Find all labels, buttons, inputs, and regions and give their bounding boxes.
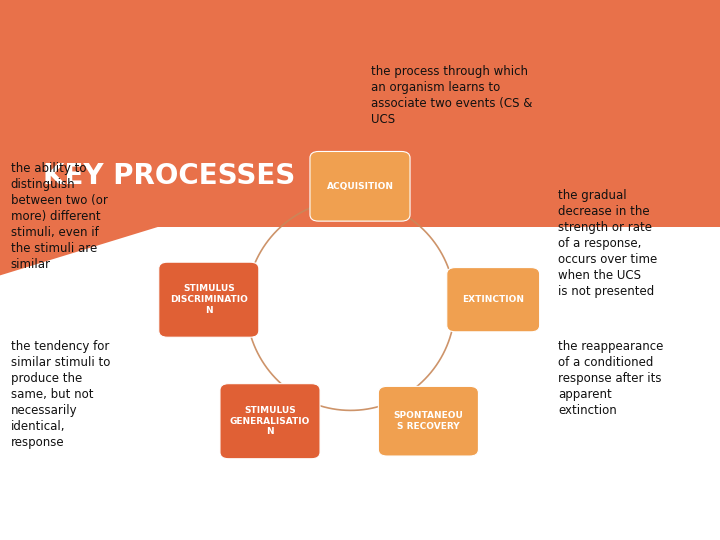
Text: the gradual
decrease in the
strength or rate
of a response,
occurs over time
whe: the gradual decrease in the strength or … (558, 189, 657, 298)
Text: KEY PROCESSES: KEY PROCESSES (43, 161, 295, 190)
Text: the tendency for
similar stimuli to
produce the
same, but not
necessarily
identi: the tendency for similar stimuli to prod… (11, 340, 110, 449)
Text: SPONTANEOU
S RECOVERY: SPONTANEOU S RECOVERY (393, 411, 464, 431)
Text: ACQUISITION: ACQUISITION (326, 182, 394, 191)
FancyBboxPatch shape (220, 383, 320, 459)
FancyBboxPatch shape (379, 387, 478, 456)
Text: the reappearance
of a conditioned
response after its
apparent
extinction: the reappearance of a conditioned respon… (558, 340, 663, 417)
Bar (0, 0, 720, 227)
Text: the process through which
an organism learns to
associate two events (CS &
UCS: the process through which an organism le… (371, 65, 532, 126)
FancyBboxPatch shape (310, 151, 410, 221)
Text: EXTINCTION: EXTINCTION (462, 295, 524, 304)
Text: the ability to
distinguish
between two (or
more) different
stimuli, even if
the : the ability to distinguish between two (… (11, 162, 108, 271)
FancyBboxPatch shape (158, 262, 259, 337)
Polygon shape (0, 227, 158, 275)
Text: STIMULUS
DISCRIMINATIO
N: STIMULUS DISCRIMINATIO N (170, 285, 248, 315)
Text: STIMULUS
GENERALISATIO
N: STIMULUS GENERALISATIO N (230, 406, 310, 436)
FancyBboxPatch shape (446, 268, 540, 332)
